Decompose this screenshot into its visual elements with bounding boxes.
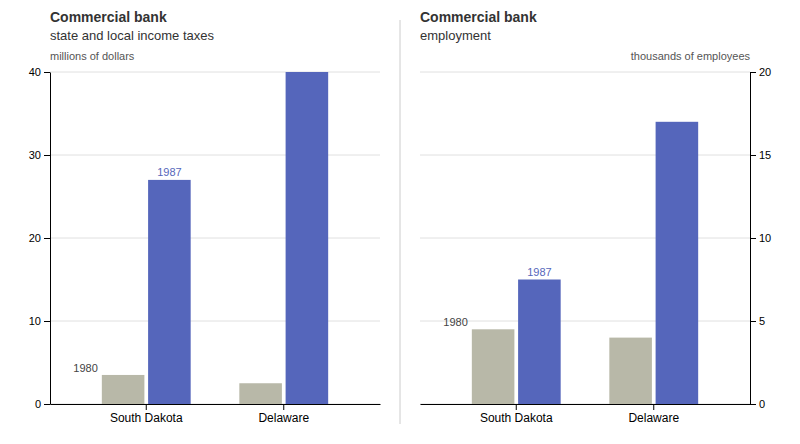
tick-label: 5 bbox=[759, 315, 765, 327]
tick-mark bbox=[750, 155, 756, 156]
x-axis: South Dakota Delaware bbox=[51, 404, 381, 425]
subtitle: employment bbox=[420, 28, 491, 43]
tick: 10 bbox=[750, 232, 771, 244]
tick-label: 40 bbox=[29, 66, 41, 78]
series-label: 1980 bbox=[73, 362, 97, 374]
tick: 15 bbox=[750, 149, 771, 161]
grid-line bbox=[50, 321, 380, 322]
panel: 0 5 10 15 20 South Dakota Delaware 1980 1987 Comm… bbox=[420, 9, 771, 425]
chart-root: 0 10 20 30 40 South Dakota Delaware 1980 1987 Com… bbox=[0, 0, 800, 444]
tick-mark bbox=[750, 72, 756, 73]
grid-line bbox=[50, 155, 380, 156]
tick-label: 30 bbox=[29, 149, 41, 161]
title: Commercial bank bbox=[420, 9, 537, 25]
grid-line bbox=[50, 72, 380, 73]
y-label: millions of dollars bbox=[50, 50, 135, 62]
y-axis: 0 10 20 30 40 bbox=[29, 66, 51, 410]
tick: 20 bbox=[29, 232, 50, 244]
tick-label: 0 bbox=[35, 398, 41, 410]
bar bbox=[102, 375, 145, 404]
tick-label: 20 bbox=[29, 232, 41, 244]
bars bbox=[102, 72, 328, 404]
grid-line bbox=[50, 404, 380, 405]
series-label: 1987 bbox=[527, 266, 551, 278]
series-label: 1987 bbox=[157, 166, 181, 178]
tick-label: 0 bbox=[759, 398, 765, 410]
tick-mark bbox=[44, 155, 50, 156]
bars bbox=[472, 122, 698, 404]
tick: South Dakota bbox=[110, 404, 183, 425]
x-axis: South Dakota Delaware bbox=[421, 404, 751, 425]
panel: 0 10 20 30 40 South Dakota Delaware 1980 1987 Com… bbox=[29, 9, 381, 425]
tick-mark bbox=[750, 404, 756, 405]
tick-mark bbox=[653, 404, 654, 410]
tick: 30 bbox=[29, 149, 50, 161]
tick-mark bbox=[44, 238, 50, 239]
divider bbox=[400, 20, 401, 424]
tick-label: 15 bbox=[759, 149, 771, 161]
tick-label: 10 bbox=[29, 315, 41, 327]
tick: Delaware bbox=[258, 404, 309, 425]
tick-label: Delaware bbox=[628, 411, 679, 425]
tick-mark bbox=[283, 404, 284, 410]
bar bbox=[518, 280, 561, 405]
tick-label: South Dakota bbox=[110, 411, 183, 425]
axis-line bbox=[51, 404, 381, 405]
tick: 40 bbox=[29, 66, 50, 78]
tick: 0 bbox=[35, 398, 50, 410]
title: Commercial bank bbox=[50, 9, 167, 25]
grid-line bbox=[420, 155, 750, 156]
subtitle: state and local income taxes bbox=[50, 28, 215, 43]
bar bbox=[609, 338, 652, 404]
y-label: thousands of employees bbox=[631, 50, 751, 62]
tick-mark bbox=[44, 72, 50, 73]
tick-label: 20 bbox=[759, 66, 771, 78]
tick-mark bbox=[750, 238, 756, 239]
axis-line bbox=[421, 404, 751, 405]
tick-label: 10 bbox=[759, 232, 771, 244]
grid-line bbox=[420, 321, 750, 322]
tick-mark bbox=[146, 404, 147, 410]
bar bbox=[286, 72, 329, 404]
tick-mark bbox=[44, 404, 50, 405]
y-axis: 0 5 10 15 20 bbox=[750, 66, 771, 410]
tick: 10 bbox=[29, 315, 50, 327]
tick-label: South Dakota bbox=[480, 411, 553, 425]
tick: 5 bbox=[750, 315, 765, 327]
axis-line bbox=[50, 73, 51, 405]
bar bbox=[239, 383, 282, 404]
grid-line bbox=[420, 238, 750, 239]
grid bbox=[420, 72, 750, 404]
tick-mark bbox=[44, 321, 50, 322]
tick-mark bbox=[516, 404, 517, 410]
grid-line bbox=[420, 404, 750, 405]
series-label: 1980 bbox=[443, 316, 467, 328]
tick: 20 bbox=[750, 66, 771, 78]
tick: 0 bbox=[750, 398, 765, 410]
tick: South Dakota bbox=[480, 404, 553, 425]
bar bbox=[472, 329, 515, 404]
grid bbox=[50, 72, 380, 404]
bar bbox=[656, 122, 699, 404]
grid-line bbox=[420, 72, 750, 73]
tick-label: Delaware bbox=[258, 411, 309, 425]
tick-mark bbox=[750, 321, 756, 322]
tick: Delaware bbox=[628, 404, 679, 425]
grid-line bbox=[50, 238, 380, 239]
bar bbox=[148, 180, 191, 404]
